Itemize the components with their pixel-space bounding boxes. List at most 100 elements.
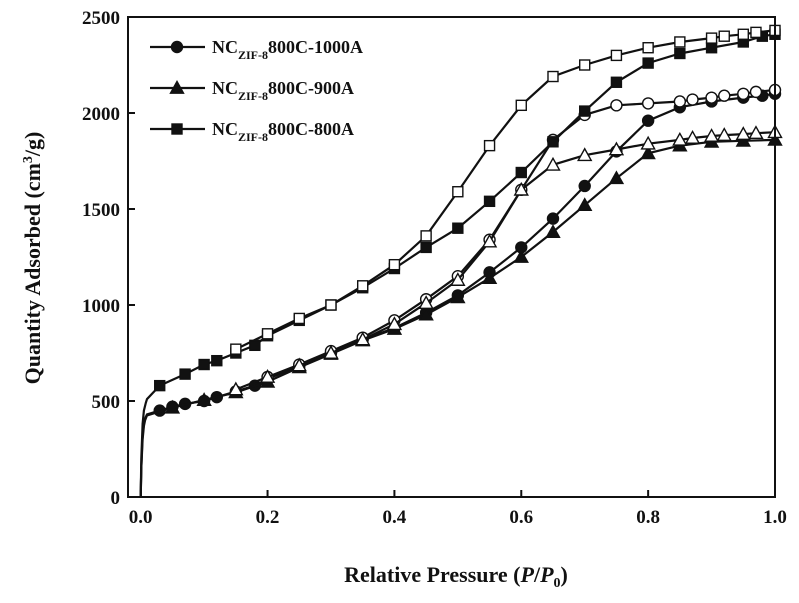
desorption-point [259,369,276,383]
x-tick-label: 0.0 [129,507,153,528]
desorption-point [737,87,750,101]
legend-marker [169,80,185,94]
desorption-point [261,328,274,340]
desorption-point [672,131,688,146]
desorption-point [325,299,337,311]
desorption-point [673,95,687,108]
x-axis-title: Relative Pressure (P/P0) [344,562,568,591]
desorption-point [356,280,369,292]
legend-marker [171,123,183,135]
desorption-point [749,85,763,99]
y-tick-label: 1500 [82,200,120,221]
x-tick-label: 0.4 [383,507,407,528]
legend-entry: NCZIF-8800C-900A [150,78,354,103]
desorption-point [674,36,686,48]
desorption-point [640,135,656,150]
desorption-point [703,128,720,142]
adsorption-point [705,42,718,54]
desorption-point [735,126,751,141]
desorption-point [513,181,529,196]
series-triangle [139,124,783,498]
desorption-point [705,91,718,104]
adsorption-point [545,224,561,238]
y-tick-label: 1000 [82,296,120,317]
desorption-point [705,32,718,44]
adsorption-point [196,392,212,406]
desorption-point [452,186,464,198]
adsorption-point [452,222,464,234]
adsorption-point [420,241,432,254]
y-tick-label: 0 [111,488,121,509]
desorption-point [228,381,244,396]
desorption-point [610,49,623,62]
adsorption-point [579,105,591,117]
desorption-point [718,30,730,42]
desorption-point [230,343,242,355]
desorption-point [481,233,498,248]
desorption-point [579,59,591,71]
adsorption-point [547,136,559,148]
x-tick-label: 0.8 [636,507,660,528]
x-tick-label: 1.0 [763,507,787,528]
desorption-point [355,331,371,346]
adsorption-point [546,212,560,225]
adsorption-point [154,379,166,392]
legend-entry: NCZIF-8800C-1000A [150,37,363,62]
plot-frame [127,16,776,498]
adsorption-point [578,179,591,193]
desorption-point [684,130,701,144]
axes: 0.0 0.2 0.4 0.6 0.8 1.0 0 500 1000 1500 2000 2500 [82,8,787,528]
adsorption-point [515,166,527,179]
y-axis-title: Quantity Adsorbed (cm3/g) [20,132,45,385]
data-marks [139,24,783,498]
desorption-point [750,26,762,39]
adsorption-point [164,399,181,414]
desorption-point [686,93,699,106]
desorption-point [293,312,305,325]
adsorption-point [608,170,625,185]
desorption-point [323,345,339,359]
x-tick-label: 0.2 [256,507,280,528]
adsorption-point [674,47,686,60]
adsorption-point [610,76,623,88]
adsorption-point [735,132,751,147]
adsorption-point [483,195,496,208]
desorption-point [718,89,731,102]
y-tick-label: 2000 [82,104,120,125]
legend: NCZIF-8800C-1000A NCZIF-8800C-900A NCZIF-8… [150,37,363,144]
desorption-point [577,147,593,162]
legend-entry: NCZIF-8800C-800A [150,119,354,144]
desorption-point [450,272,466,286]
adsorption-point [513,249,529,263]
desorption-point [418,295,434,309]
desorption-point [547,70,559,83]
desorption-point [641,97,655,110]
desorption-point [420,230,432,242]
legend-marker [170,40,184,54]
legend-label: NCZIF-8800C-800A [212,119,354,144]
adsorption-point [450,289,466,304]
desorption-point [608,141,625,156]
desorption-point [291,357,307,372]
adsorption-point [640,145,656,160]
desorption-point [642,42,654,54]
adsorption-point [577,197,593,212]
adsorption-point [249,339,261,352]
desorption-point [748,125,764,140]
desorption-point [515,99,527,112]
desorption-point [483,139,496,152]
adsorption-point [211,354,223,367]
series-square [139,24,781,498]
adsorption-point [198,358,210,371]
y-tick-label: 500 [92,392,121,413]
adsorption-point [179,368,191,380]
desorption-point [610,99,623,112]
desorption-point [545,156,561,171]
y-tick-label: 2500 [82,8,120,29]
desorption-point [388,258,401,271]
desorption-point [716,127,732,141]
legend-label: NCZIF-8800C-1000A [212,37,363,62]
x-tick-label: 0.6 [509,507,533,528]
adsorption-point [642,57,654,69]
